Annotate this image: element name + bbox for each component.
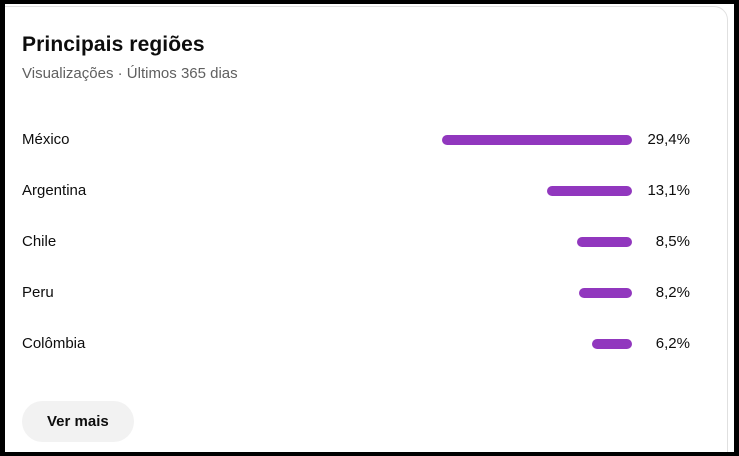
region-row: México 29,4% (5, 114, 727, 165)
region-percentage: 13,1% (647, 182, 690, 199)
card-header: Principais regiões Visualizações · Últim… (5, 7, 727, 84)
region-percentage: 8,2% (655, 284, 690, 301)
region-percentage: 6,2% (655, 335, 690, 352)
region-bar (442, 134, 632, 145)
region-bar (577, 236, 632, 247)
card-subtitle: Visualizações · Últimos 365 dias (22, 65, 238, 82)
region-row: Colômbia 6,2% (5, 318, 727, 369)
card-title: Principais regiões (22, 33, 205, 56)
region-row: Chile 8,5% (5, 216, 727, 267)
bar-track (86, 185, 632, 196)
app-background: Principais regiões Visualizações · Últim… (5, 4, 734, 452)
region-bar (592, 338, 632, 349)
region-percentage: 8,5% (655, 233, 690, 250)
see-more-button[interactable]: Ver mais (22, 401, 134, 442)
region-label: Chile (22, 233, 57, 250)
top-regions-card: Principais regiões Visualizações · Últim… (5, 6, 728, 452)
region-percentage: 29,4% (647, 131, 690, 148)
region-bar (579, 287, 632, 298)
region-label: Colômbia (22, 335, 86, 352)
bar-track (56, 236, 632, 247)
region-bar (547, 185, 632, 196)
region-row: Argentina 13,1% (5, 165, 727, 216)
region-row: Peru 8,2% (5, 267, 727, 318)
region-label: Argentina (22, 182, 87, 199)
region-label: México (22, 131, 70, 148)
bar-track (70, 134, 632, 145)
region-label: Peru (22, 284, 54, 301)
bar-track (54, 287, 632, 298)
bar-track (85, 338, 632, 349)
region-bar-list: México 29,4% Argentina 13,1% Chile 8,5% … (5, 114, 727, 369)
